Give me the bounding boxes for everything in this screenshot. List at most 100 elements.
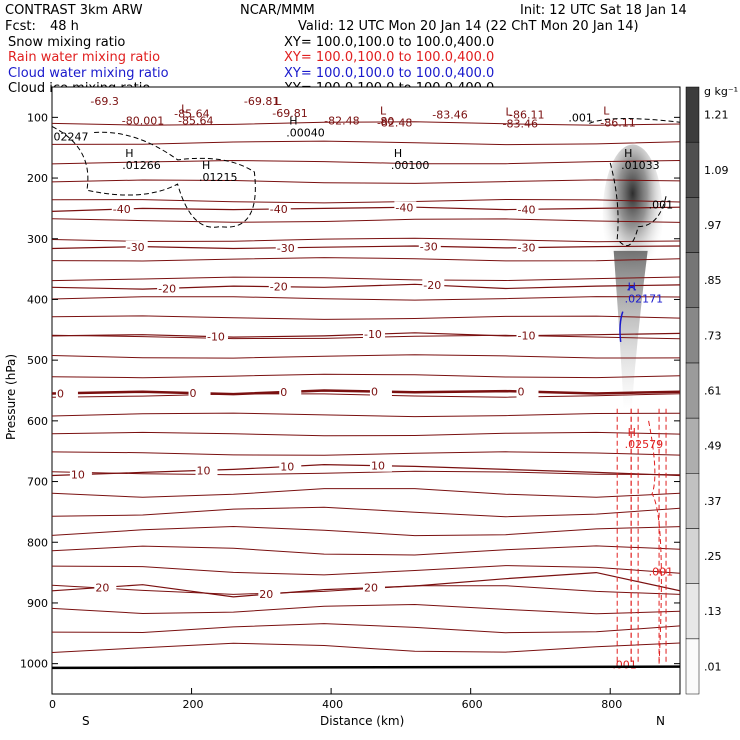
isotherm-label-bg <box>369 385 392 398</box>
upper-temp-label: -80.001 <box>122 115 164 128</box>
ice-contour-label: .001 <box>649 198 674 211</box>
field-snow: Snow mixing ratio <box>8 35 125 50</box>
colorbar-label: .37 <box>704 495 722 508</box>
extremum-value: -82.48 <box>377 116 412 129</box>
isotherm-label: -10 <box>517 330 535 343</box>
extremum-marker: L <box>181 102 188 115</box>
isotherm-line <box>52 393 680 398</box>
isotherm-label: 0 <box>517 386 524 399</box>
valid-time: Valid: 12 UTC Mon 20 Jan 14 (22 ChT Mon … <box>298 19 639 34</box>
surface-line <box>52 665 680 670</box>
isotherm-line <box>52 545 680 556</box>
end-label-left: S <box>82 714 90 728</box>
isotherm-line <box>52 431 680 437</box>
org-label: NCAR/MMM <box>240 3 315 18</box>
x-tick-label: 400 <box>322 698 343 711</box>
isotherm-label-bg <box>275 241 298 254</box>
isotherm-label-bg <box>279 385 302 398</box>
isotherm-line <box>52 470 680 476</box>
extremum-marker: H <box>394 147 402 160</box>
isotherm-label: -30 <box>277 242 295 255</box>
colorbar-segment <box>685 528 700 584</box>
y-tick-label: 500 <box>27 354 48 367</box>
isotherm-label: 10 <box>371 460 385 473</box>
extremum-marker: L <box>275 95 282 108</box>
extremum-value: .01215 <box>199 171 238 184</box>
upper-temp-label: -69.3 <box>90 95 118 108</box>
extremum-marker: L <box>603 104 610 117</box>
isotherm-label-bg <box>55 387 78 400</box>
isotherm-labeled <box>52 206 680 212</box>
isotherm-label: -20 <box>158 282 176 295</box>
extremum-value: -85.64 <box>178 114 213 127</box>
isotherm-line <box>52 642 680 653</box>
isotherm-label-bg <box>125 240 148 253</box>
upper-temp-label: -69.81 <box>244 95 279 108</box>
isotherm-line <box>52 565 680 576</box>
isotherm-label: -20 <box>270 281 288 294</box>
colorbar-label: .01 <box>704 660 722 673</box>
upper-temp-label: -86.11 <box>509 109 544 122</box>
colorbar-segment <box>685 473 700 529</box>
x-tick-label: 0 <box>49 698 56 711</box>
extremum-value: .02579 <box>625 438 664 451</box>
isotherm-labeled <box>52 463 680 477</box>
colorbar-label: .97 <box>704 219 722 232</box>
cloudwater-contour <box>619 311 624 343</box>
axes: 0 200 400 600 800100200300400500600700800900… <box>20 111 680 711</box>
isotherm-line <box>52 603 680 615</box>
isotherm-label: -30 <box>420 240 438 253</box>
upper-temp-label: -85.64 <box>174 107 209 120</box>
y-tick-label: 300 <box>27 233 48 246</box>
isotherm-label-bg <box>157 282 180 295</box>
colorbar-segment <box>685 307 700 364</box>
extremum-marker: H <box>624 147 632 160</box>
colorbar-segment <box>685 86 700 143</box>
isotherm-line <box>52 257 680 262</box>
isotherm-label: -40 <box>113 203 131 216</box>
isotherm-label: -30 <box>517 242 535 255</box>
isotherm-line <box>52 140 680 146</box>
colorbar-label: .25 <box>704 550 722 563</box>
ice-contour <box>52 126 256 228</box>
colorbar-segment <box>685 141 700 198</box>
isotherm-label-bg <box>516 241 539 254</box>
colorbar: g kg⁻¹ .01 .13 .25 .37 .49 .61 .73 .85 .97 1.09 1.… <box>685 85 738 695</box>
isotherm-line <box>52 451 680 456</box>
snow-plume-core <box>602 144 663 285</box>
ice-contour <box>589 118 680 124</box>
extremum-value: .02171 <box>625 292 664 305</box>
rain-contour-label: .001 <box>612 659 637 672</box>
x-tick-label: 200 <box>183 698 204 711</box>
isotherm-line <box>52 159 680 165</box>
colorbar-segment <box>685 197 700 253</box>
isotherm-labeled <box>52 245 680 250</box>
isotherm-line <box>52 179 680 184</box>
isotherm-label: -40 <box>517 203 535 216</box>
colorbar-label: .13 <box>704 605 722 618</box>
colorbar-label: .61 <box>704 385 722 398</box>
y-tick-label: 700 <box>27 476 48 489</box>
extremum-value: .00100 <box>391 159 430 172</box>
y-tick-label: 400 <box>27 293 48 306</box>
colorbar-label: .85 <box>704 274 722 287</box>
y-tick-label: 1000 <box>20 658 48 671</box>
isotherm-label: -30 <box>127 241 145 254</box>
colorbar-segment <box>685 638 700 695</box>
field-snow-xy: XY= 100.0,100.0 to 100.0,400.0 <box>284 35 494 50</box>
isotherm-label-bg <box>362 328 385 341</box>
isotherm-label: 0 <box>57 387 64 400</box>
isotherm-label: -40 <box>395 201 413 214</box>
x-tick-label: 600 <box>462 698 483 711</box>
extremum-marker: H <box>289 115 297 128</box>
y-tick-label: 100 <box>27 111 48 124</box>
upper-temp-label: -80 <box>376 115 394 128</box>
extremum-value: .01033 <box>621 159 660 172</box>
extremum-value: .01266 <box>122 159 160 172</box>
isotherm-line <box>52 373 680 379</box>
field-rain-xy: XY= 100.0,100.0 to 100.0,400.0 <box>284 50 494 65</box>
isotherm-label-bg <box>268 280 291 293</box>
x-axis-label: Distance (km) <box>320 714 404 728</box>
isotherm-label: 20 <box>259 588 273 601</box>
